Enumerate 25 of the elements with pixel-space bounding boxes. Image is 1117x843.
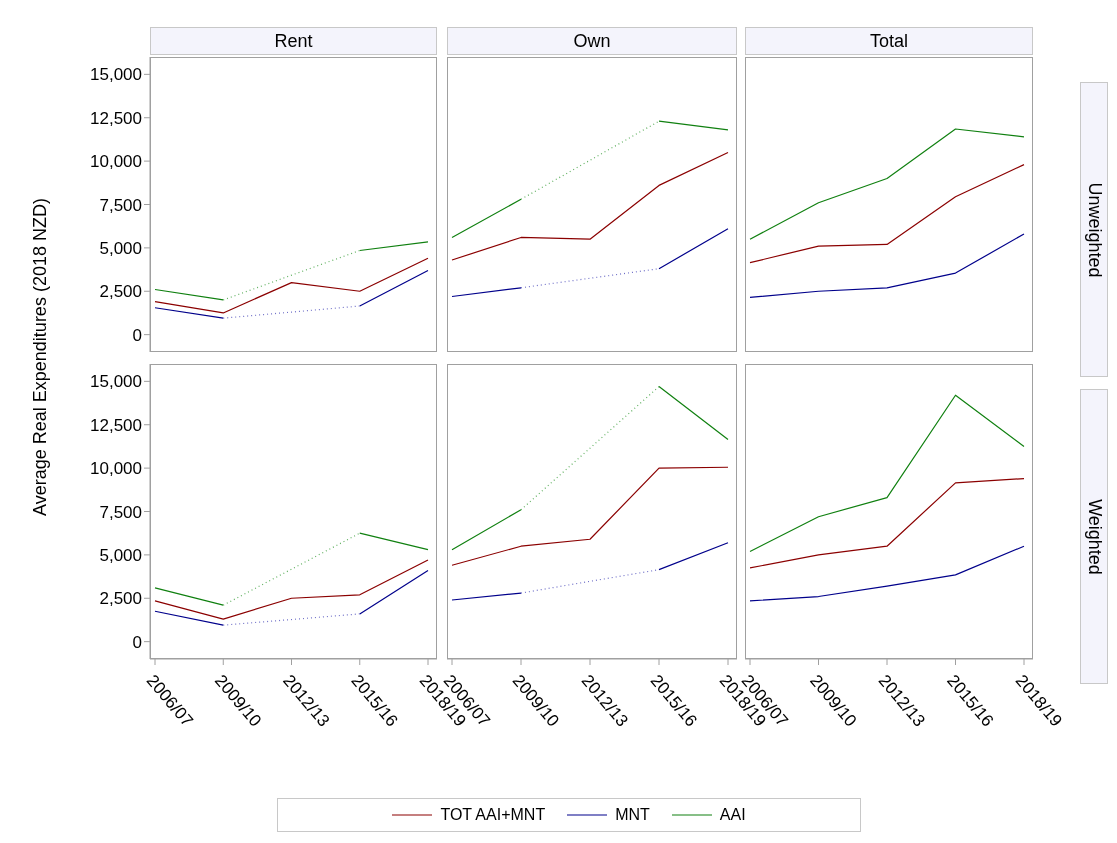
y2-axis-title: Unweighted [1083,181,1105,278]
y-tick-label: 7,500 [99,502,142,522]
y-tick-label: 15,000 [90,65,142,85]
chart-title: Rent [150,27,437,55]
y-tick-label: 7,500 [99,195,142,215]
legend-label: MNT [615,806,650,824]
chart-title: Own [447,27,737,55]
y-axis-title: Average Real Expenditures (2018 NZD) [29,198,51,516]
y2-axis-title: Weighted [1083,498,1105,575]
y-tick-label: 15,000 [90,372,142,392]
y-tick-label: 12,500 [90,108,142,128]
y-tick-label: 0 [132,632,142,652]
line-series [154,559,429,620]
y-tick-label: 10,000 [90,459,142,479]
y-tick-label: 0 [132,325,142,345]
y-tick-label: 5,000 [99,545,142,565]
y-tick-label: 2,500 [99,589,142,609]
y-tick-label: 5,000 [99,238,142,258]
chart-title: Total [745,27,1033,55]
y-tick-label: 10,000 [90,152,142,172]
y-tick-label: 2,500 [99,282,142,302]
y-tick-label: 12,500 [90,415,142,435]
legend-label: TOT AAI+MNT [440,806,546,824]
legend-label: AAI [719,806,746,824]
line-series [154,257,429,314]
